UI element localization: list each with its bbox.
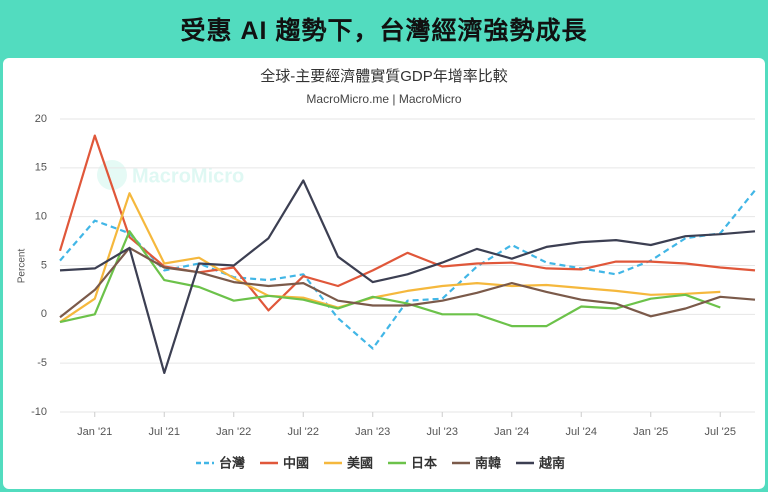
series-line <box>58 134 756 312</box>
legend-label: 中國 <box>283 455 309 470</box>
y-tick-label: 10 <box>35 211 47 223</box>
y-tick-label: -5 <box>37 357 47 369</box>
x-tick-label: Jan '21 <box>77 426 112 438</box>
series-line <box>59 189 756 350</box>
watermark: MacroMicro <box>132 165 244 187</box>
x-tick-label: Jul '21 <box>149 426 180 438</box>
x-tick-label: Jul '22 <box>288 426 319 438</box>
y-tick-label: 20 <box>35 113 47 125</box>
legend-label: 越南 <box>538 455 565 470</box>
legend-label: 美國 <box>347 455 373 470</box>
x-tick-label: Jan '25 <box>633 426 668 438</box>
chart-title: 全球-主要經濟體實質GDP年增率比較 <box>260 67 508 85</box>
x-tick-label: Jul '24 <box>566 426 597 438</box>
legend-label: 台灣 <box>219 455 245 470</box>
y-tick-label: -10 <box>31 406 47 418</box>
y-axis-label: Percent <box>17 249 28 284</box>
x-tick-label: Jan '24 <box>494 426 529 438</box>
legend-label: 日本 <box>411 455 437 470</box>
series-line <box>59 192 721 324</box>
x-tick-label: Jul '25 <box>705 426 736 438</box>
x-tick-label: Jul '23 <box>427 426 458 438</box>
y-tick-label: 0 <box>41 308 47 320</box>
chart-card <box>3 58 765 489</box>
chart-subtitle: MacroMicro.me | MacroMicro <box>306 92 461 106</box>
legend-label: 南韓 <box>475 455 501 470</box>
series-line <box>59 230 721 328</box>
series-line <box>59 246 756 319</box>
header-title: 受惠 AI 趨勢下，台灣經濟強勢成長 <box>180 17 588 45</box>
series-line <box>59 179 756 374</box>
y-tick-label: 5 <box>41 259 47 271</box>
x-tick-label: Jan '22 <box>216 426 251 438</box>
y-tick-label: 15 <box>35 162 47 174</box>
x-tick-label: Jan '23 <box>355 426 390 438</box>
